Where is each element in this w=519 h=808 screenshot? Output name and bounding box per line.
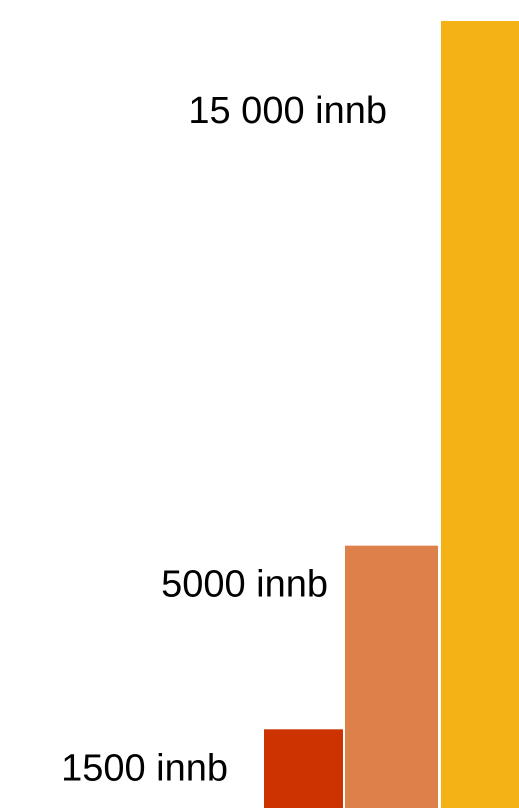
data-label-3: 15 000 innb: [188, 90, 387, 132]
bar-2: [345, 545, 438, 808]
data-label-2: 5000 innb: [161, 564, 328, 606]
bar-3: [441, 20, 519, 808]
bar-1: [264, 729, 343, 808]
data-label-1: 1500 innb: [61, 747, 228, 789]
bars-group: [264, 20, 519, 808]
labels-group: 1500 innb 5000 innb 15 000 innb: [61, 90, 387, 789]
